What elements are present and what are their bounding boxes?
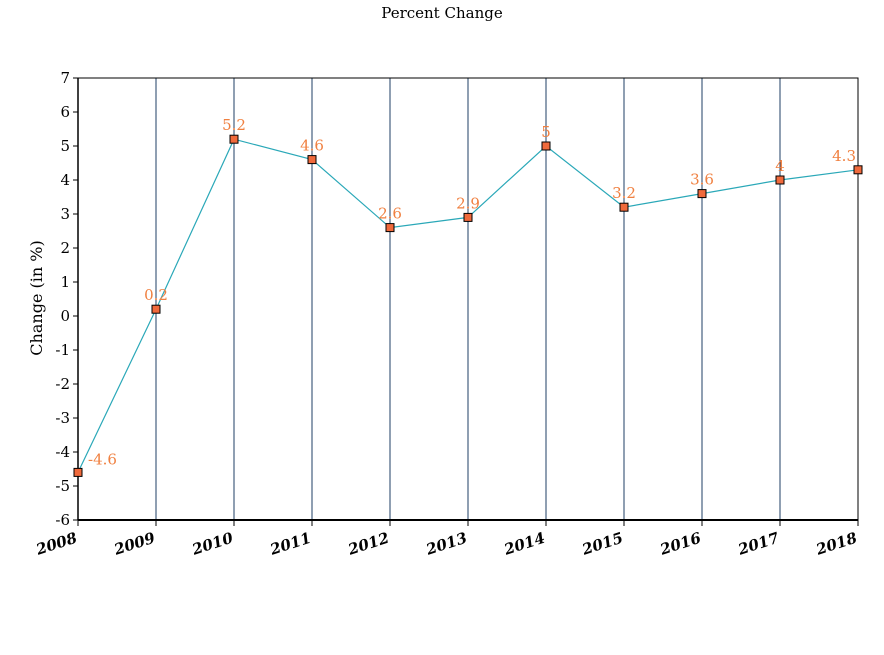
data-point [229, 134, 239, 144]
data-labels: -4.6 0.2 5.2 4.6 2.6 2.9 5 3.2 3.6 4 4.3 [88, 116, 856, 468]
y-tick-label: 6 [60, 103, 70, 121]
data-point [853, 165, 863, 175]
y-tick-label: -6 [55, 511, 70, 529]
x-tick-label: 2018 [813, 529, 860, 560]
y-tick-label: -5 [55, 477, 70, 495]
data-label: 5.2 [222, 116, 246, 134]
y-tick-label: 1 [60, 273, 70, 291]
y-tick-label: -3 [55, 409, 70, 427]
data-label: 4.6 [300, 137, 324, 155]
x-tick-label: 2011 [267, 529, 313, 559]
y-tick-label: 7 [60, 69, 70, 87]
y-tick-label: 3 [60, 205, 70, 223]
data-label: 4.3 [832, 147, 856, 165]
data-point [463, 212, 473, 222]
x-tick-label: 2017 [735, 529, 782, 560]
data-point [151, 304, 161, 314]
x-tick-label: 2008 [33, 529, 80, 560]
data-label: -4.6 [88, 450, 117, 468]
data-point [385, 223, 395, 233]
x-tick-label: 2015 [579, 529, 625, 559]
y-tick-label: 2 [60, 239, 70, 257]
x-tick-label: 2009 [111, 529, 158, 560]
data-point [697, 189, 707, 199]
data-label: 3.2 [612, 184, 636, 202]
y-axis-label: Change (in %) [27, 240, 46, 355]
data-label: 2.6 [378, 205, 402, 223]
y-tick-label: -4 [55, 443, 70, 461]
data-point [775, 175, 785, 185]
x-tick-label: 2012 [345, 529, 391, 559]
series [73, 134, 863, 477]
x-tick-label: 2013 [423, 529, 469, 559]
x-tick-label: 2014 [501, 529, 547, 559]
data-point [73, 467, 83, 477]
chart-title: Percent Change [381, 4, 503, 22]
data-point [541, 141, 551, 151]
y-tick-label: 4 [60, 171, 70, 189]
data-label: 5 [541, 123, 551, 141]
data-label: 2.9 [456, 194, 480, 212]
y-tick-label: -2 [55, 375, 70, 393]
data-point [619, 202, 629, 212]
data-point [307, 155, 317, 165]
grid-lines [155, 78, 781, 520]
y-tick-label: 0 [60, 307, 70, 325]
x-tick-label: 2010 [189, 529, 236, 560]
data-label: 0.2 [144, 286, 168, 304]
data-label: 3.6 [690, 171, 714, 189]
data-label: 4 [775, 157, 785, 175]
y-tick-label: 5 [60, 137, 70, 155]
x-tick-label: 2016 [657, 529, 704, 560]
y-tick-label: -1 [55, 341, 70, 359]
